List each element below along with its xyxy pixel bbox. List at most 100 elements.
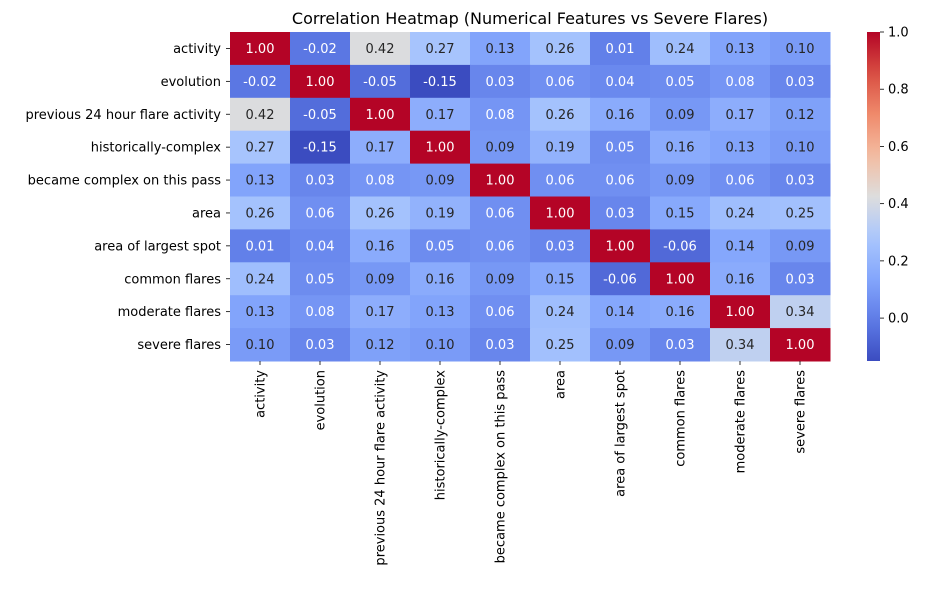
heatmap-cell-value-r5-c1: 0.06 <box>306 206 335 221</box>
heatmap-cell-value-r4-c0: 0.13 <box>246 174 275 189</box>
heatmap-cell-r9-c1 <box>290 328 351 362</box>
heatmap-cell-value-r9-c4: 0.03 <box>486 338 515 353</box>
colorbar-tick-label: 0.0 <box>888 312 909 327</box>
heatmap-cell-r4-c9 <box>770 163 831 197</box>
heatmap-cell-r6-c7 <box>650 229 711 263</box>
heatmap-cell-r7-c6 <box>590 262 651 296</box>
heatmap-cell-r2-c0 <box>230 97 291 132</box>
heatmap-cell-value-r4-c4: 1.00 <box>486 174 515 189</box>
heatmap-cell-r2-c3 <box>410 97 471 132</box>
heatmap-cell-value-r6-c3: 0.05 <box>426 239 455 254</box>
heatmap-cell-value-r5-c6: 0.03 <box>606 206 635 221</box>
heatmap-cell-r2-c9 <box>770 97 831 132</box>
heatmap-cell-value-r1-c6: 0.04 <box>606 75 635 90</box>
heatmap-cell-r5-c5 <box>530 196 591 230</box>
heatmap-cell-value-r1-c8: 0.08 <box>726 75 755 90</box>
heatmap-cell-r0-c4 <box>470 32 531 66</box>
heatmap-cell-value-r7-c5: 0.15 <box>546 272 575 287</box>
heatmap-cell-value-r2-c0: 0.42 <box>246 108 275 123</box>
heatmap-cell-r3-c6 <box>590 130 651 165</box>
heatmap-cell-value-r3-c0: 0.27 <box>246 141 275 156</box>
heatmap-cell-value-r0-c9: 0.10 <box>786 42 815 57</box>
heatmap-cell-value-r6-c1: 0.04 <box>306 239 335 254</box>
colorbar-gradient <box>867 32 880 361</box>
heatmap-cell-value-r0-c5: 0.26 <box>546 42 575 57</box>
heatmap-cell-value-r0-c2: 0.42 <box>366 42 395 57</box>
heatmap-cell-r3-c5 <box>530 130 591 165</box>
heatmap-cell-value-r5-c7: 0.15 <box>666 206 695 221</box>
x-tick-label: evolution <box>314 370 329 430</box>
heatmap-cell-value-r5-c5: 1.00 <box>546 206 575 221</box>
heatmap-cell-r7-c9 <box>770 262 831 296</box>
heatmap-cell-r5-c2 <box>350 196 411 230</box>
heatmap-cell-value-r4-c6: 0.06 <box>606 174 635 189</box>
heatmap-cell-r4-c5 <box>530 163 591 197</box>
heatmap-cell-value-r8-c1: 0.08 <box>306 305 335 320</box>
heatmap-cell-r6-c3 <box>410 229 471 263</box>
heatmap-cell-value-r6-c8: 0.14 <box>726 239 755 254</box>
colorbar-tick-label: 0.8 <box>888 83 909 98</box>
heatmap-cell-r8-c9 <box>770 295 831 329</box>
y-tick-label: severe flares <box>137 338 221 353</box>
heatmap-cell-value-r7-c1: 0.05 <box>306 272 335 287</box>
heatmap-cell-value-r1-c2: -0.05 <box>363 75 397 90</box>
heatmap-cell-value-r0-c0: 1.00 <box>246 42 275 57</box>
heatmap-cell-r5-c8 <box>710 196 771 230</box>
heatmap-cell-value-r4-c8: 0.06 <box>726 174 755 189</box>
heatmap-cell-r4-c7 <box>650 163 711 197</box>
heatmap-cell-r9-c4 <box>470 328 531 362</box>
heatmap-cell-r7-c0 <box>230 262 291 296</box>
heatmap-cell-r6-c9 <box>770 229 831 263</box>
heatmap-cell-r6-c5 <box>530 229 591 263</box>
heatmap-cell-r5-c9 <box>770 196 831 230</box>
heatmap-cell-r8-c7 <box>650 295 711 329</box>
heatmap-cell-r8-c5 <box>530 295 591 329</box>
heatmap-cell-value-r3-c7: 0.16 <box>666 141 695 156</box>
heatmap-cell-value-r7-c0: 0.24 <box>246 272 275 287</box>
heatmap-cell-value-r7-c7: 1.00 <box>666 272 695 287</box>
heatmap-cell-r9-c9 <box>770 328 831 362</box>
heatmap-cell-value-r2-c8: 0.17 <box>726 108 755 123</box>
heatmap-cell-value-r3-c5: 0.19 <box>546 141 575 156</box>
heatmap-cell-value-r2-c2: 1.00 <box>366 108 395 123</box>
y-axis-tick-labels: activity evolution previous 24 hour flare … <box>25 42 230 353</box>
heatmap-cell-r3-c9 <box>770 130 831 165</box>
heatmap-cell-r2-c1 <box>290 97 351 132</box>
heatmap-cell-value-r2-c6: 0.16 <box>606 108 635 123</box>
heatmap-cell-r9-c6 <box>590 328 651 362</box>
heatmap-cell-r4-c8 <box>710 163 771 197</box>
heatmap-cell-value-r0-c1: -0.02 <box>303 42 337 57</box>
heatmap-cell-r4-c4 <box>470 163 531 197</box>
heatmap-cell-r2-c7 <box>650 97 711 132</box>
heatmap-cell-r1-c8 <box>710 64 771 99</box>
heatmap-cell-r7-c1 <box>290 262 351 296</box>
heatmap-cell-r4-c2 <box>350 163 411 197</box>
heatmap-cell-value-r8-c3: 0.13 <box>426 305 455 320</box>
heatmap-cell-value-r6-c2: 0.16 <box>366 239 395 254</box>
heatmap-cell-value-r0-c6: 0.01 <box>606 42 635 57</box>
heatmap-cell-r0-c2 <box>350 32 411 66</box>
heatmap-cell-value-r6-c4: 0.06 <box>486 239 515 254</box>
heatmap-cell-r0-c8 <box>710 32 771 66</box>
heatmap-cell-value-r4-c2: 0.08 <box>366 174 395 189</box>
heatmap-cell-value-r7-c8: 0.16 <box>726 272 755 287</box>
heatmap-cell-value-r8-c9: 0.34 <box>786 305 815 320</box>
colorbar-tick-label: 0.2 <box>888 254 909 269</box>
heatmap-cell-value-r5-c0: 0.26 <box>246 206 275 221</box>
heatmap-cell-r1-c6 <box>590 64 651 99</box>
heatmap-cell-r9-c0 <box>230 328 291 362</box>
x-axis-tick-labels: activity evolution previous 24 hour flare … <box>254 361 809 566</box>
heatmap-cell-r1-c3 <box>410 64 471 99</box>
x-tick-label: moderate flares <box>734 370 749 474</box>
heatmap-cell-r6-c0 <box>230 229 291 263</box>
heatmap-cell-r3-c4 <box>470 130 531 165</box>
heatmap-cell-value-r4-c7: 0.09 <box>666 174 695 189</box>
heatmap-cell-r1-c1 <box>290 64 351 99</box>
heatmap-cell-value-r5-c2: 0.26 <box>366 206 395 221</box>
heatmap-cell-value-r1-c3: -0.15 <box>423 75 457 90</box>
heatmap-cell-value-r9-c0: 0.10 <box>246 338 275 353</box>
heatmap-cell-r8-c0 <box>230 295 291 329</box>
heatmap-cell-value-r6-c0: 0.01 <box>246 239 275 254</box>
y-tick-label: previous 24 hour flare activity <box>25 108 221 123</box>
